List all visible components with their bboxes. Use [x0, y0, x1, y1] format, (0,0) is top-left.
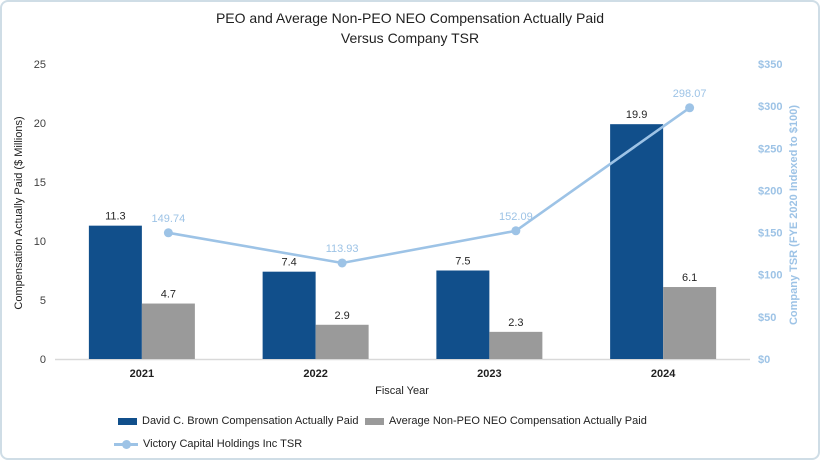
bar-neo-2023 [489, 331, 543, 359]
right-axis-title: Company TSR (FYE 2020 Indexed to $100) [788, 105, 800, 325]
plot-area: 0 5 10 15 20 25 $0 $50 $100 $150 $200 $250 $300 $350 1… [34, 59, 783, 380]
tsr-data-label: 152.09 [499, 211, 533, 223]
bar-peo-2022 [262, 271, 316, 359]
tsr-marker-2022 [337, 258, 347, 268]
legend-item-tsr: Victory Capital Holdings Inc TSR [114, 438, 302, 450]
left-axis-title: Compensation Actually Paid ($ Millions) [13, 116, 25, 309]
x-axis-tick-label: 2022 [303, 368, 327, 380]
legend-swatch-neo-bar [365, 417, 384, 425]
tsr-data-label: 298.07 [673, 88, 707, 100]
legend-item-neo: Average Non-PEO NEO Compensation Actuall… [365, 415, 647, 427]
tsr-line [168, 106, 691, 265]
bar-peo-2024 [610, 124, 664, 360]
right-axis-tick-label: $350 [758, 59, 782, 71]
legend-label-tsr: Victory Capital Holdings Inc TSR [143, 438, 303, 450]
tsr-data-label: 113.93 [326, 243, 359, 255]
right-axis-tick-label: $150 [758, 228, 782, 240]
right-axis-tick-label: $200 [758, 185, 782, 197]
x-axis-tick-label: 2023 [477, 368, 501, 380]
left-axis-tick-label: 10 [34, 236, 46, 248]
bar-neo-2024 [663, 287, 717, 359]
left-axis-tick-label: 5 [40, 295, 46, 307]
bar-data-label: 7.5 [455, 256, 470, 268]
right-axis-tick-label: $250 [758, 143, 782, 155]
bar-data-label: 2.3 [508, 317, 523, 329]
legend-label-peo: David C. Brown Compensation Actually Pai… [142, 415, 359, 427]
x-axis-tick-label: 2024 [651, 368, 676, 380]
bar-peo-2021 [88, 225, 142, 359]
bar-neo-2022 [315, 324, 369, 359]
legend-label-neo: Average Non-PEO NEO Compensation Actuall… [389, 415, 647, 427]
bar-peo-2023 [436, 270, 490, 359]
right-axis-tick-label: $0 [758, 354, 770, 366]
bar-data-label: 6.1 [682, 272, 697, 284]
tsr-data-label: 149.74 [152, 213, 186, 225]
legend-swatch-tsr-line [114, 439, 138, 449]
x-axis-title: Fiscal Year [375, 385, 429, 397]
bar-data-label: 19.9 [626, 109, 647, 121]
left-axis-tick-label: 20 [34, 118, 46, 130]
tsr-marker-2024 [685, 103, 695, 113]
legend-item-peo: David C. Brown Compensation Actually Pai… [118, 415, 358, 427]
x-axis-tick-label: 2021 [130, 368, 154, 380]
tsr-marker-2021 [163, 228, 173, 238]
chart-title: PEO and Average Non-PEO NEO Compensation… [0, 8, 820, 48]
legend-swatch-peo-bar [118, 417, 137, 425]
bar-data-label: 11.3 [105, 211, 126, 223]
bar-data-label: 4.7 [161, 289, 176, 301]
chart-title-line1: PEO and Average Non-PEO NEO Compensation… [215, 10, 605, 26]
bar-data-label: 7.4 [281, 257, 296, 269]
right-axis-tick-label: $100 [758, 270, 782, 282]
left-axis-tick-label: 0 [40, 354, 46, 366]
chart-title-line2: Versus Company TSR [340, 30, 480, 46]
bar-data-label: 2.9 [334, 310, 349, 322]
tsr-marker-2023 [511, 226, 521, 236]
right-axis-tick-label: $50 [758, 312, 776, 324]
left-axis-tick-label: 25 [34, 59, 46, 71]
right-axis-tick-label: $300 [758, 101, 782, 113]
left-axis-tick-label: 15 [34, 177, 46, 189]
bar-neo-2021 [141, 303, 195, 359]
legend-tsr-marker-dot [122, 439, 131, 449]
